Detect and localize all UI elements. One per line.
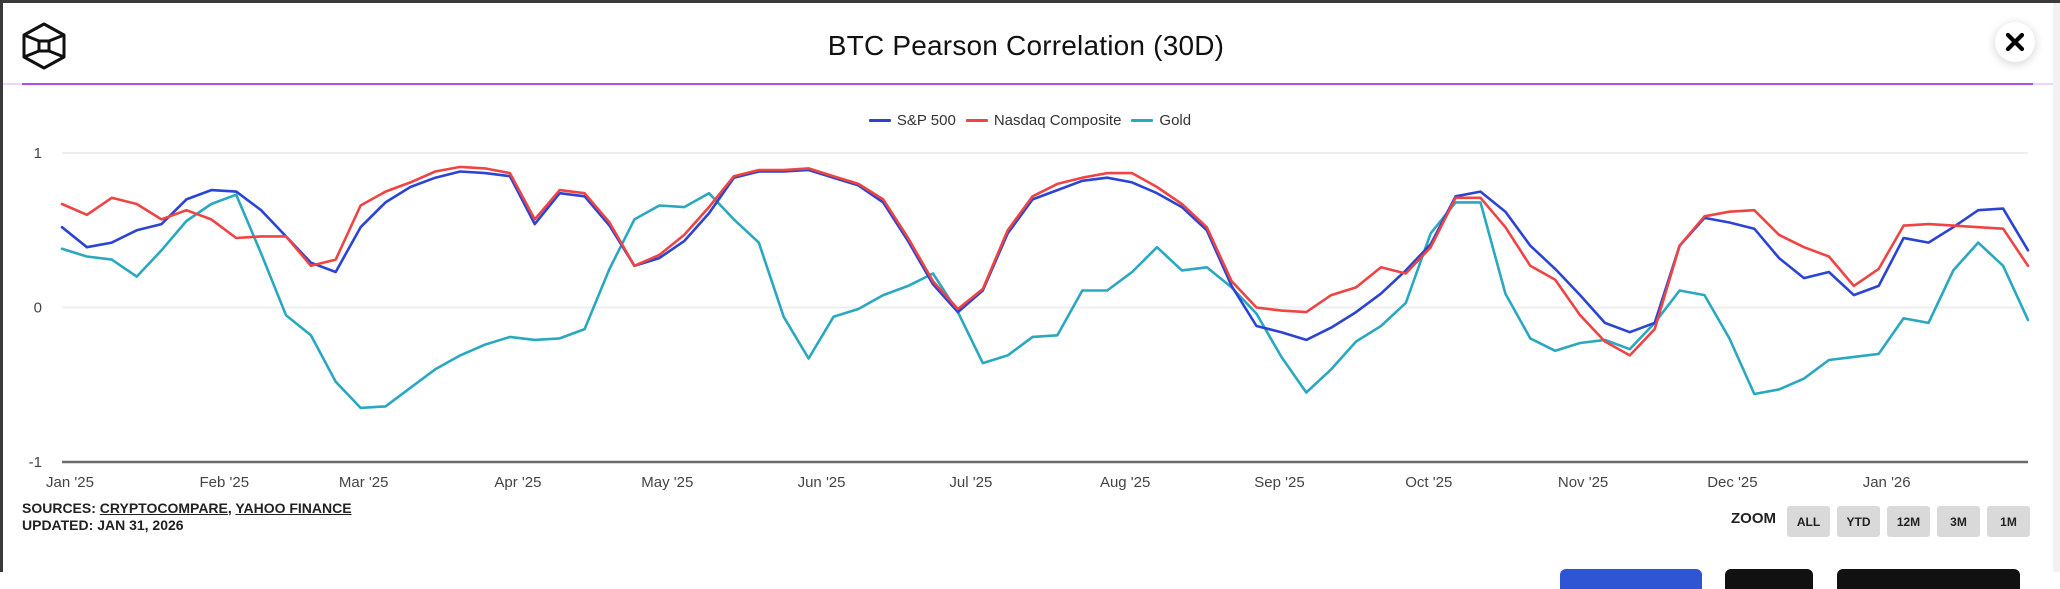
x-tick-label: Jan '26	[1863, 474, 1911, 491]
sources-label: SOURCES:	[22, 500, 96, 516]
x-tick-label: Jun '25	[798, 474, 846, 491]
zoom-3m-button[interactable]: 3M	[1937, 506, 1980, 537]
x-tick-label: Jan '25	[46, 474, 94, 491]
legend-item-sp500[interactable]: S&P 500	[868, 112, 956, 129]
x-tick-label: Oct '25	[1405, 474, 1452, 491]
page-title: BTC Pearson Correlation (30D)	[827, 30, 1225, 61]
source-link-yahoo-finance[interactable]: YAHOO FINANCE	[235, 500, 352, 516]
bottom-dark-button-1[interactable]	[1725, 569, 1813, 589]
x-tick-label: Aug '25	[1100, 474, 1150, 491]
series-line-nasdaq-composite[interactable]	[60, 165, 2030, 357]
window-top-border	[0, 0, 2060, 3]
legend-label-gold: Gold	[1159, 112, 1192, 129]
bottom-dark-button-2[interactable]	[1837, 569, 2020, 589]
updated-label: UPDATED:	[22, 517, 94, 533]
sources-line: SOURCES: CRYPTOCOMPARE, YAHOO FINANCE	[22, 500, 352, 517]
sources-separator: ,	[227, 500, 236, 516]
x-tick-label: Sep '25	[1254, 474, 1304, 491]
y-axis: 1 0 -1	[29, 145, 42, 471]
series-layer	[60, 165, 2030, 410]
correlation-chart[interactable]: 1 0 -1 Jan '25 Feb '25 Mar '25 Apr '25 May '25…	[0, 0, 2060, 500]
close-icon	[2005, 32, 2025, 52]
source-link-cryptocompare[interactable]: CRYPTOCOMPARE	[99, 500, 228, 516]
y-tick-label: 1	[34, 145, 42, 162]
grid-layer	[62, 152, 2028, 464]
series-line-gold[interactable]	[60, 191, 2030, 410]
chart-legend: S&P 500 Nasdaq Composite Gold	[0, 112, 2060, 129]
x-tick-label: Jul '25	[949, 474, 992, 491]
scrollbar-track[interactable]	[2053, 3, 2060, 572]
bottom-primary-button[interactable]	[1560, 569, 1702, 589]
y-tick-label: -1	[29, 454, 42, 471]
x-tick-label: May '25	[641, 474, 693, 491]
legend-swatch-nasdaq	[965, 119, 988, 122]
zoom-ytd-button[interactable]: YTD	[1837, 506, 1880, 537]
updated-value: JAN 31, 2026	[97, 517, 184, 533]
updated-line: UPDATED: JAN 31, 2026	[22, 517, 352, 534]
tesseract-cube-logo-icon	[22, 22, 66, 70]
legend-swatch-sp500	[868, 119, 891, 122]
zoom-label: ZOOM	[1731, 510, 1776, 527]
x-tick-label: Feb '25	[200, 474, 250, 491]
window-left-border	[0, 0, 3, 572]
legend-item-gold[interactable]: Gold	[1131, 112, 1191, 129]
legend-swatch-gold	[1131, 119, 1154, 122]
series-line-s-p-500[interactable]	[60, 168, 2030, 342]
sources-info: SOURCES: CRYPTOCOMPARE, YAHOO FINANCE UP…	[22, 500, 352, 534]
x-tick-label: Nov '25	[1558, 474, 1608, 491]
y-tick-label: 0	[34, 300, 42, 317]
zoom-1m-button[interactable]: 1M	[1987, 506, 2030, 537]
zoom-12m-button[interactable]: 12M	[1887, 506, 1930, 537]
legend-item-nasdaq[interactable]: Nasdaq Composite	[965, 112, 1122, 129]
close-button[interactable]	[1995, 22, 2035, 62]
x-axis: Jan '25 Feb '25 Mar '25 Apr '25 May '25 Jun '…	[46, 474, 1911, 491]
x-tick-label: Dec '25	[1707, 474, 1757, 491]
x-tick-label: Apr '25	[494, 474, 541, 491]
legend-label-sp500: S&P 500	[896, 112, 956, 129]
header-divider	[22, 83, 2033, 85]
x-tick-label: Mar '25	[339, 474, 389, 491]
legend-label-nasdaq: Nasdaq Composite	[993, 112, 1122, 129]
zoom-all-button[interactable]: ALL	[1787, 506, 1830, 537]
